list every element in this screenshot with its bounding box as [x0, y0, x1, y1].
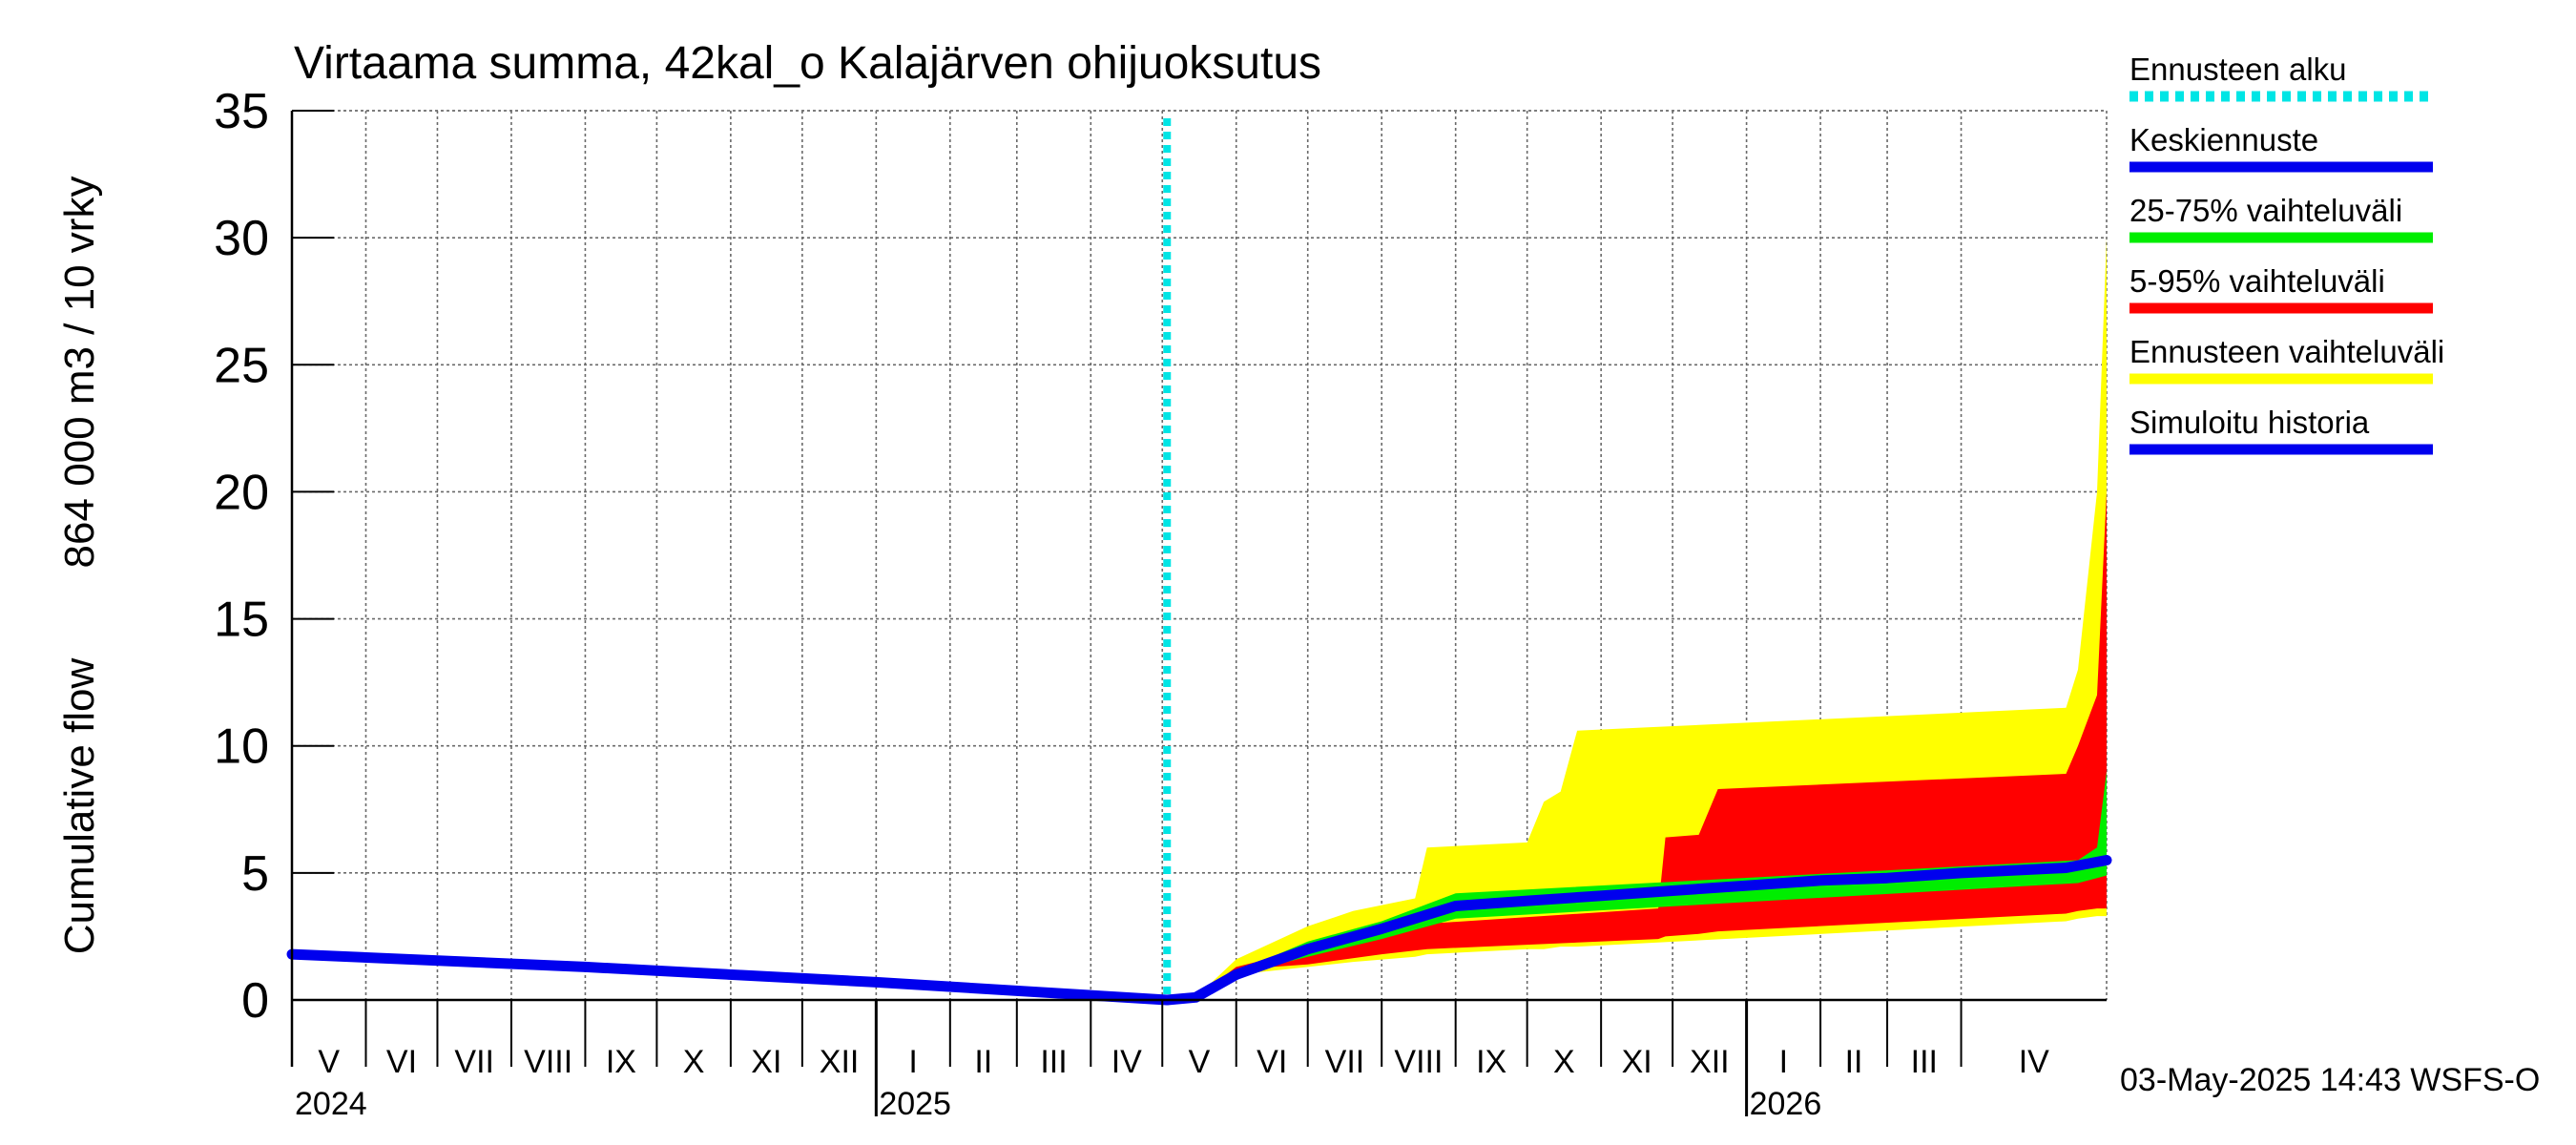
legend: Ennusteen alku Keskiennuste 25-75% vaihtel…	[2129, 52, 2444, 455]
month-label-12: V	[1189, 1044, 1211, 1080]
month-label-14: VII	[1325, 1044, 1365, 1080]
y-tick-label-3: 15	[214, 593, 269, 648]
month-label-8: I	[908, 1044, 917, 1080]
y-axis-label: Cumulative flow 864 000 m3 / 10 vrky	[56, 177, 103, 955]
y-tick-label-0: 0	[241, 973, 269, 1029]
year-label-0: 2024	[295, 1086, 367, 1122]
month-label-3: VIII	[524, 1044, 572, 1080]
month-label-22: III	[1911, 1044, 1938, 1080]
month-label-18: XI	[1622, 1044, 1652, 1080]
month-label-2: VII	[454, 1044, 494, 1080]
legend-label-3: 5-95% vaihteluväli	[2129, 263, 2385, 299]
band-25-75-vaihteluv-li	[1167, 771, 2107, 1000]
month-label-23: IV	[2019, 1044, 2049, 1080]
y-tick-label-2: 10	[214, 719, 269, 775]
y-axis-label-line2: 864 000 m3 / 10 vrky	[56, 177, 103, 569]
month-label-17: X	[1553, 1044, 1575, 1080]
month-label-13: VI	[1257, 1044, 1287, 1080]
footer-timestamp: 03-May-2025 14:43 WSFS-O	[2120, 1062, 2540, 1098]
month-label-16: IX	[1476, 1044, 1506, 1080]
legend-label-2: 25-75% vaihteluväli	[2129, 193, 2402, 228]
month-label-6: XI	[751, 1044, 781, 1080]
month-label-11: IV	[1111, 1044, 1142, 1080]
legend-label-5: Simuloitu historia	[2129, 405, 2370, 440]
y-axis-label-line1: Cumulative flow	[56, 658, 103, 955]
chart-title: Virtaama summa, 42kal_o Kalajärven ohiju…	[294, 38, 1321, 89]
y-tick-label-4: 20	[214, 465, 269, 520]
month-label-4: IX	[606, 1044, 636, 1080]
month-label-21: II	[1845, 1044, 1863, 1080]
month-label-20: I	[1779, 1044, 1788, 1080]
year-label-2: 2026	[1750, 1086, 1822, 1122]
month-label-1: VI	[386, 1044, 417, 1080]
line-keskiennuste	[1161, 855, 2112, 1006]
year-label-1: 2025	[879, 1086, 951, 1122]
legend-label-1: Keskiennuste	[2129, 122, 2318, 157]
line-simuloitu-historia	[286, 948, 1173, 1006]
month-label-19: XII	[1690, 1044, 1730, 1080]
band-layer	[1167, 238, 2107, 1001]
y-tick-label-6: 30	[214, 211, 269, 266]
month-label-10: III	[1040, 1044, 1067, 1080]
y-tick-label-7: 35	[214, 84, 269, 139]
month-label-0: V	[318, 1044, 340, 1080]
line-layer	[286, 855, 2112, 1006]
legend-label-4: Ennusteen vaihteluväli	[2129, 334, 2444, 369]
month-label-15: VIII	[1394, 1044, 1443, 1080]
month-label-5: X	[683, 1044, 705, 1080]
legend-label-0: Ennusteen alku	[2129, 52, 2347, 87]
y-tick-label-1: 5	[241, 846, 269, 902]
month-label-9: II	[974, 1044, 992, 1080]
month-label-7: XII	[820, 1044, 860, 1080]
y-tick-label-5: 25	[214, 338, 269, 393]
